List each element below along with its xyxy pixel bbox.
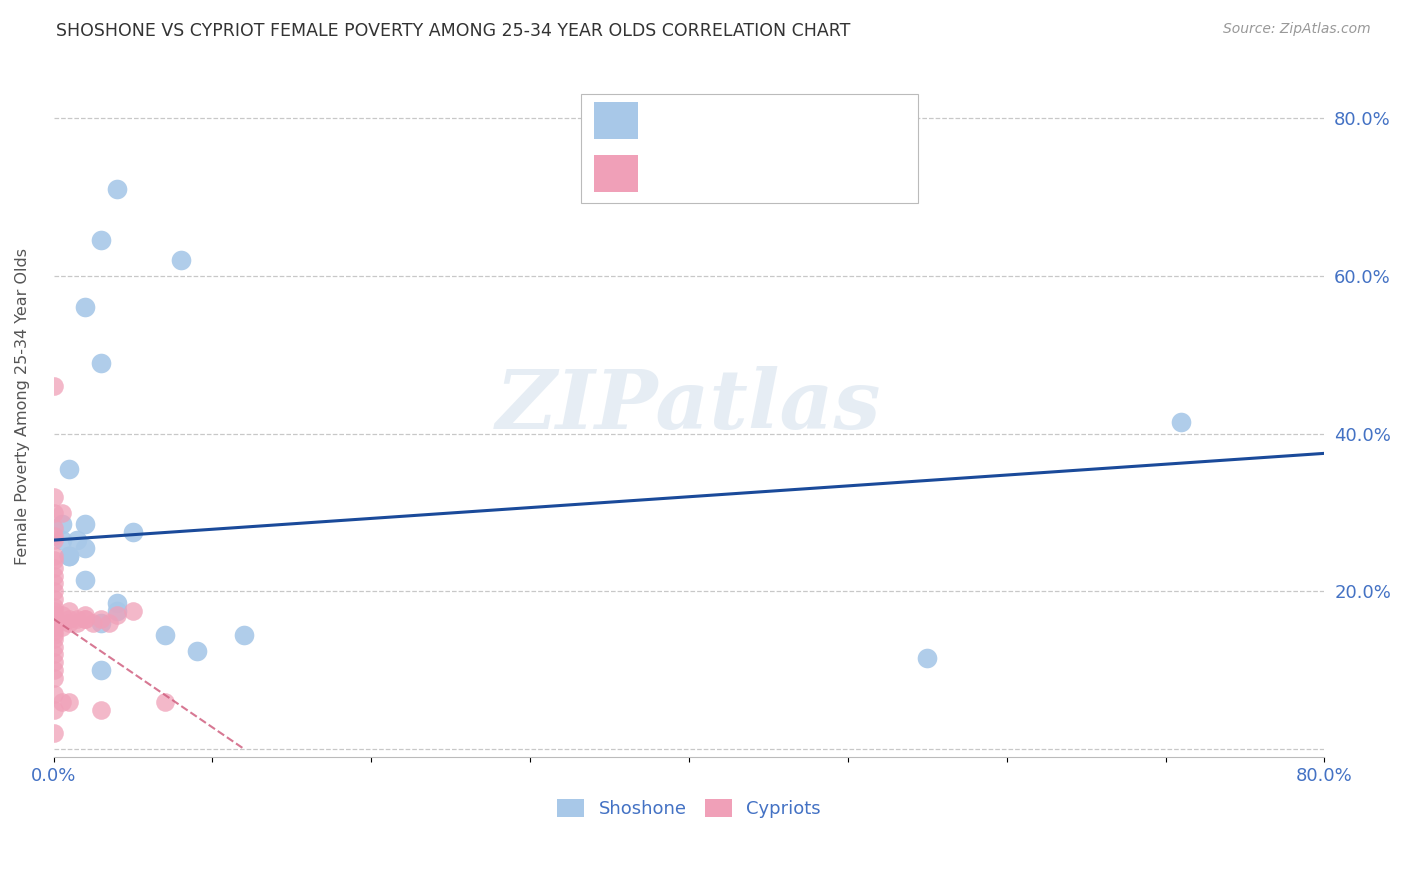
Point [42,632,65,646]
Point [58,612,80,626]
Point [42,549,65,563]
Point [42,628,65,642]
Point [75,607,97,622]
Point [98,615,121,630]
Point [66,612,89,626]
Point [122,525,145,540]
Text: ZIPatlas: ZIPatlas [496,366,882,446]
Point [42,568,65,582]
Point [66,533,89,547]
Point [90,703,112,717]
Point [105,604,128,618]
Point [1170,415,1192,429]
Point [42,687,65,701]
Point [105,607,128,622]
Point [233,628,256,642]
Point [75,541,97,555]
Point [153,695,176,709]
Text: Source: ZipAtlas.com: Source: ZipAtlas.com [1223,22,1371,37]
Point [42,521,65,535]
Point [122,604,145,618]
Point [90,234,112,248]
Point [105,182,128,196]
Point [42,624,65,638]
Point [58,604,80,618]
Point [42,612,65,626]
Point [51,533,73,547]
Legend: Shoshone, Cypriots: Shoshone, Cypriots [550,791,828,825]
Point [90,615,112,630]
Point [58,549,80,563]
Point [51,517,73,532]
Point [51,506,73,520]
Point [75,612,97,626]
Point [42,379,65,393]
Point [42,620,65,634]
Point [42,533,65,547]
Point [42,604,65,618]
Point [42,592,65,607]
Point [58,549,80,563]
Point [42,576,65,591]
Point [90,612,112,626]
Y-axis label: Female Poverty Among 25-34 Year Olds: Female Poverty Among 25-34 Year Olds [15,248,30,565]
Point [75,612,97,626]
Point [42,490,65,504]
Point [66,615,89,630]
Point [58,695,80,709]
Point [51,620,73,634]
Point [42,529,65,543]
Point [42,584,65,599]
Point [42,560,65,574]
Point [42,726,65,740]
Point [58,462,80,476]
Point [42,703,65,717]
Point [82,615,104,630]
Point [105,596,128,610]
Point [75,301,97,315]
Point [42,615,65,630]
Point [42,648,65,662]
Point [170,253,193,268]
Point [42,640,65,654]
Point [51,695,73,709]
Point [917,651,939,665]
Point [90,356,112,370]
Point [42,506,65,520]
Point [51,607,73,622]
Point [75,573,97,587]
Point [42,663,65,677]
Point [42,671,65,685]
Point [42,607,65,622]
Point [186,643,208,657]
Point [42,656,65,670]
Point [58,615,80,630]
Point [75,517,97,532]
Point [153,628,176,642]
Point [42,600,65,615]
Point [90,663,112,677]
Text: SHOSHONE VS CYPRIOT FEMALE POVERTY AMONG 25-34 YEAR OLDS CORRELATION CHART: SHOSHONE VS CYPRIOT FEMALE POVERTY AMONG… [56,22,851,40]
Point [42,553,65,567]
